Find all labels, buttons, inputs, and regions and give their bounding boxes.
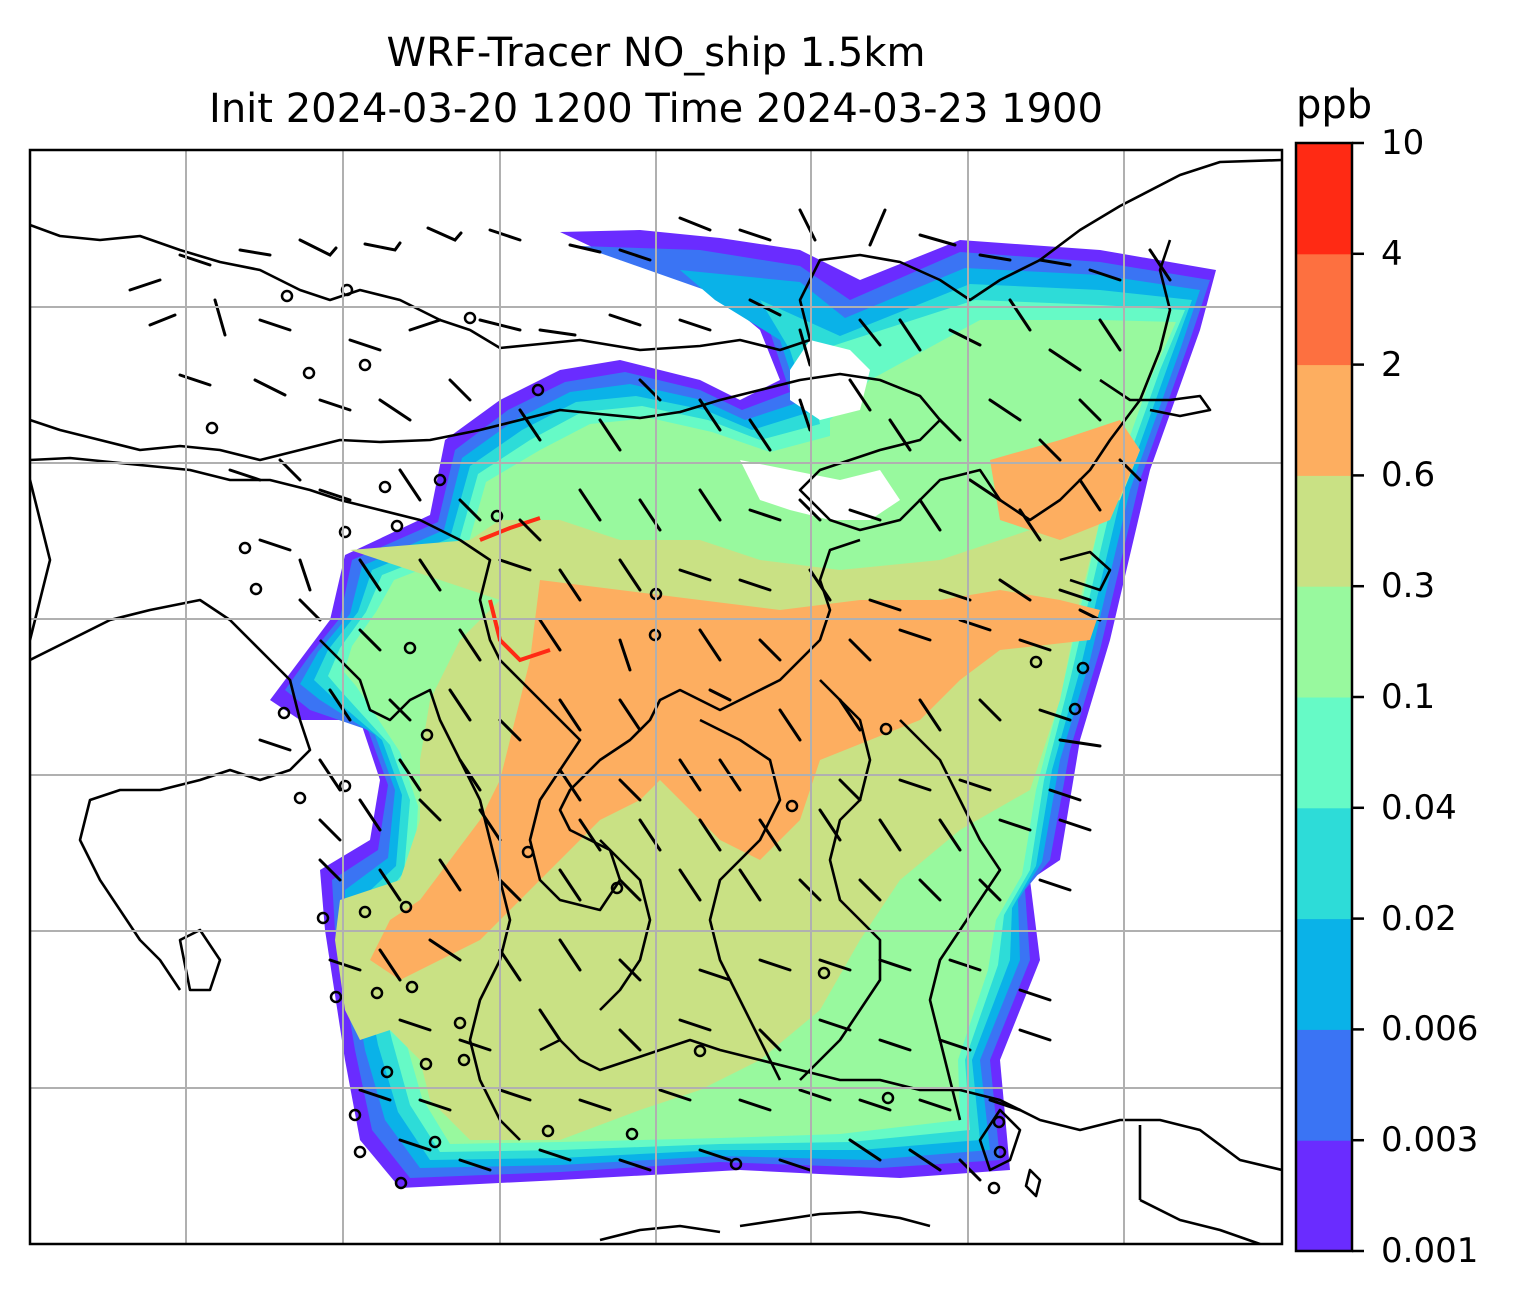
colorbar-band [1296,1029,1352,1141]
plot-frame [28,148,1284,1246]
colorbar-band [1296,475,1352,587]
colorbar [1296,141,1364,1253]
colorbar-tick-label: 0.001 [1381,1231,1479,1271]
colorbar-tick-label: 0.006 [1381,1009,1479,1050]
colorbar-tick-label: 0.1 [1381,677,1436,717]
colorbar-band [1296,1140,1352,1252]
colorbar-tick-label: 0.6 [1381,455,1436,496]
colorbar-band [1296,918,1352,1030]
field-gap-land [740,460,900,520]
colorbar-tick-label: 0.003 [1381,1120,1479,1161]
colorbar-band [1296,253,1352,366]
map-title: WRF-Tracer NO_ship 1.5km [386,30,926,76]
calm-markers [205,283,1090,1195]
concentration-field [270,230,1216,1188]
colorbar-band [1296,697,1352,809]
colorbar-tick-label: 0.02 [1381,898,1457,939]
colorbar-tick-label: 0.3 [1381,566,1436,607]
colorbar-tick-label: 0.04 [1381,787,1457,828]
gridlines [30,150,1282,1244]
colorbar-band [1296,586,1352,698]
colorbar-band [1296,364,1352,476]
colorbar-frame [1294,141,1354,1253]
map-plot-area [30,150,1282,1244]
map-subtitle: Init 2024-03-20 1200 Time 2024-03-23 190… [209,86,1103,132]
colorbar-band [1296,143,1352,255]
wind-barbs [128,208,1172,1182]
colorbar-tick-label: 4 [1381,233,1403,274]
colorbar-tick-label: 10 [1381,123,1425,163]
coastlines [30,158,1282,1244]
colorbar-band [1296,807,1352,920]
colorbar-tick-label: 2 [1381,344,1403,385]
